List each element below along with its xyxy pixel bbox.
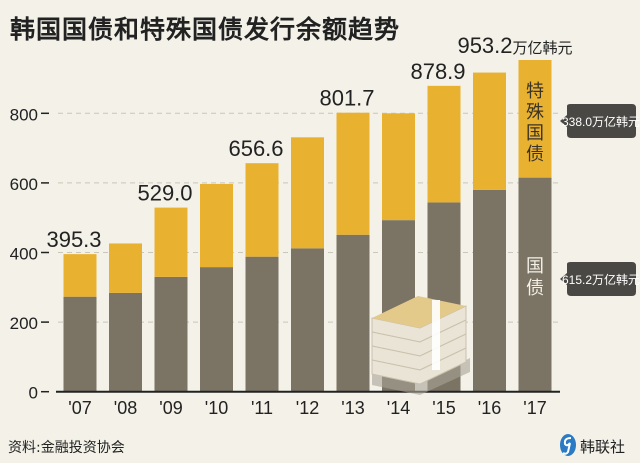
series-label-special-debt: 债: [526, 144, 544, 164]
bar-special-debt: [336, 112, 370, 235]
total-label: 953.2万亿韩元: [457, 33, 572, 58]
x-tick-label: '09: [159, 398, 182, 418]
bar-special-debt: [200, 183, 233, 268]
bar-national-debt: [109, 292, 142, 392]
total-label: 878.9: [410, 59, 465, 84]
x-tick-label: '16: [478, 398, 501, 418]
x-tick-label: '15: [432, 398, 455, 418]
total-label: 656.6: [228, 136, 283, 161]
bar-national-debt: [200, 267, 233, 392]
bar-national-debt: [154, 276, 188, 392]
bar-special-debt: [427, 85, 461, 203]
bar-special-debt: [518, 59, 552, 178]
bar-special-debt: [291, 137, 324, 249]
yonhap-logo-icon: [560, 434, 576, 456]
callout-national-debt: 615.2万亿韩元: [562, 272, 640, 287]
callout-box: [560, 104, 636, 138]
bar-special-debt: [245, 163, 279, 257]
series-label-national-debt: 债: [526, 278, 544, 298]
bar-national-debt: [291, 248, 324, 392]
callout-special-debt: 338.0万亿韩元: [562, 114, 640, 129]
source-note: 资料:金融投资协会: [8, 440, 125, 456]
bar-special-debt: [63, 254, 97, 297]
x-tick-label: '14: [387, 398, 410, 418]
y-tick-label: 0: [29, 384, 38, 403]
total-label: 529.0: [137, 181, 192, 206]
x-tick-label: '13: [341, 398, 364, 418]
bar-national-debt: [473, 189, 506, 392]
x-tick-label: '12: [296, 398, 319, 418]
bar-national-debt: [336, 234, 370, 392]
series-label-national-debt: 国: [526, 256, 544, 276]
x-tick-label: '17: [523, 398, 546, 418]
bar-national-debt: [245, 256, 279, 392]
series-label-special-debt: 殊: [526, 102, 544, 122]
y-tick-label: 200: [10, 314, 38, 333]
x-tick-label: '07: [68, 398, 91, 418]
bar-national-debt: [63, 296, 97, 392]
x-tick-label: '08: [114, 398, 137, 418]
bar-special-debt: [382, 113, 415, 221]
x-tick-label: '11: [251, 398, 273, 418]
bar-special-debt: [154, 207, 188, 277]
y-tick-label: 400: [10, 245, 38, 264]
bar-special-debt: [473, 72, 506, 190]
series-label-special-debt: 特: [526, 81, 544, 101]
money-stack-illustration: [371, 296, 470, 395]
y-tick-label: 600: [10, 175, 38, 194]
total-label: 801.7: [319, 86, 374, 111]
total-label: 395.3: [46, 227, 101, 252]
x-tick-label: '10: [205, 398, 228, 418]
series-label-special-debt: 国: [526, 123, 544, 143]
chart-title: 韩国国债和特殊国债发行余额趋势: [10, 15, 401, 44]
y-tick-label: 800: [10, 105, 38, 124]
agency-name: 韩联社: [580, 438, 626, 456]
bar-national-debt: [518, 177, 552, 392]
bar-special-debt: [109, 243, 142, 293]
callout-box: [560, 262, 636, 296]
